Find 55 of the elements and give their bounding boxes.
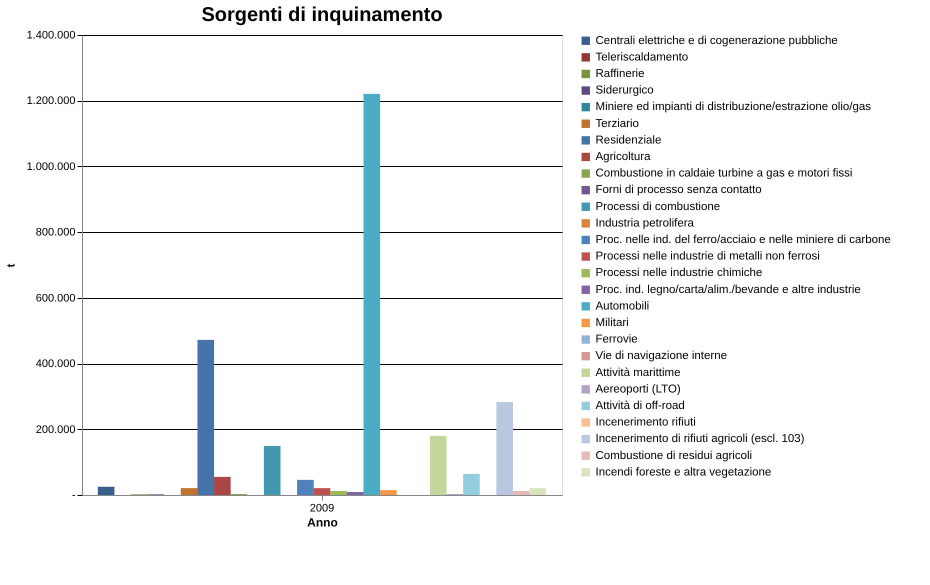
bar bbox=[180, 488, 198, 495]
bar bbox=[364, 94, 380, 495]
y-tick-label: 1.200.000 bbox=[26, 95, 76, 108]
bar bbox=[214, 476, 231, 495]
bar bbox=[264, 446, 280, 495]
legend-label: Incendi foreste e altra vegetazione bbox=[596, 466, 772, 478]
legend-label: Vie di navigazione interne bbox=[596, 350, 727, 362]
legend-label: Proc. nelle ind. del ferro/acciaio e nelle miniere di carbone bbox=[596, 234, 891, 246]
y-tick-label: 400.000 bbox=[36, 358, 76, 370]
legend-label: Industria petrolifera bbox=[596, 217, 695, 230]
bar bbox=[297, 480, 314, 495]
bar bbox=[496, 402, 513, 495]
x-axis-title: Anno bbox=[307, 516, 338, 530]
legend-label: Terziario bbox=[596, 118, 639, 130]
legend-label: Centrali elettriche e di cogenerazione pubbliche bbox=[596, 34, 838, 47]
legend-label: Combustione di residui agricoli bbox=[596, 450, 752, 462]
bar bbox=[346, 492, 364, 495]
bar bbox=[512, 491, 530, 495]
y-tick-label: 800.000 bbox=[36, 226, 76, 239]
bar bbox=[380, 490, 397, 495]
legend-label: Forni di processo senza contatto bbox=[596, 184, 762, 196]
legend-label: Siderurgico bbox=[596, 84, 654, 97]
bar bbox=[314, 488, 330, 495]
legend-label: Automobili bbox=[596, 300, 650, 312]
y-tick-label: 1.400.000 bbox=[26, 30, 76, 42]
bar bbox=[98, 486, 114, 495]
bar bbox=[430, 436, 447, 495]
y-tick-label: - bbox=[72, 490, 76, 502]
legend-label: Processi di combustione bbox=[596, 200, 720, 213]
legend-label: Processi nelle industrie chimiche bbox=[596, 267, 762, 280]
legend-label: Combustione in caldaie turbine a gas e motori fissi bbox=[596, 168, 852, 180]
y-axis-title: t bbox=[6, 263, 18, 268]
y-tick-label: 600.000 bbox=[36, 292, 76, 304]
bar bbox=[330, 491, 347, 495]
legend-label: Raffinerie bbox=[596, 68, 645, 80]
legend-label: Agricoltura bbox=[596, 150, 652, 163]
legend-label: Attività di off-road bbox=[596, 400, 685, 412]
legend-label: Incenerimento rifiuti bbox=[596, 416, 696, 429]
legend-label: Militari bbox=[596, 316, 629, 329]
bar bbox=[197, 340, 214, 495]
legend-label: Aereoporti (LTO) bbox=[596, 383, 681, 396]
bar bbox=[530, 488, 546, 495]
legend-label: Teleriscaldamento bbox=[596, 51, 688, 64]
x-tick-label: 2009 bbox=[310, 502, 334, 514]
legend-label: Miniere ed impianti di distribuzione/estrazione olio/gas bbox=[596, 101, 872, 114]
legend-label: Processi nelle industrie di metalli non ferrosi bbox=[596, 250, 820, 263]
y-tick-label: 200.000 bbox=[36, 424, 76, 436]
legend-label: Ferrovie bbox=[596, 334, 638, 346]
legend-label: Residenziale bbox=[596, 134, 662, 146]
chart-title: Sorgenti di inquinamento bbox=[201, 4, 443, 26]
legend-label: Incenerimento di rifiuti agricoli (escl. 103) bbox=[596, 433, 805, 446]
bar bbox=[463, 474, 480, 495]
legend-label: Attività marittime bbox=[596, 366, 680, 379]
legend-label: Proc. ind. legno/carta/alim./bevande e altre industrie bbox=[596, 284, 861, 296]
y-tick-label: 1.000.000 bbox=[26, 160, 76, 173]
